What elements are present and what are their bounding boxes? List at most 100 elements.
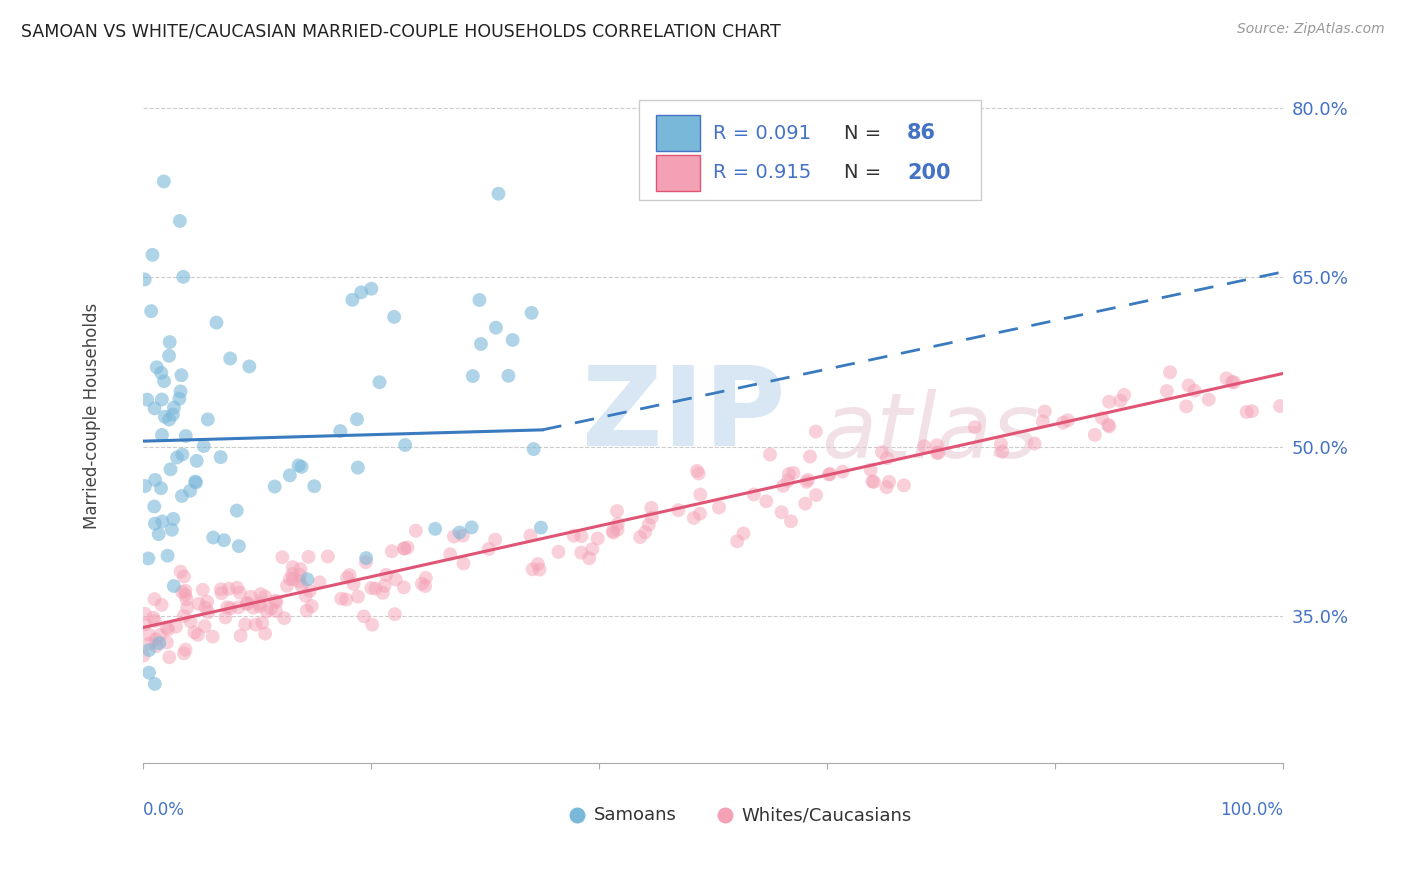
Point bbox=[201, 630, 224, 644]
Point bbox=[264, 593, 287, 607]
Point bbox=[439, 547, 461, 561]
Point bbox=[169, 214, 191, 228]
Point bbox=[141, 248, 163, 262]
Point bbox=[153, 409, 176, 424]
Point bbox=[153, 374, 176, 388]
Point bbox=[214, 610, 236, 624]
Point bbox=[271, 550, 294, 565]
Point bbox=[295, 604, 318, 618]
Point bbox=[162, 408, 184, 422]
Point bbox=[184, 475, 207, 490]
Point bbox=[394, 438, 416, 452]
Point bbox=[339, 568, 361, 582]
Point bbox=[893, 478, 915, 492]
Point bbox=[628, 530, 651, 544]
Point bbox=[132, 648, 155, 663]
Point bbox=[281, 560, 304, 574]
Point bbox=[329, 424, 352, 438]
Point bbox=[219, 351, 242, 366]
Point bbox=[266, 595, 288, 609]
Point bbox=[187, 628, 209, 642]
Point bbox=[925, 438, 948, 452]
Point bbox=[287, 458, 309, 473]
Point bbox=[688, 467, 710, 481]
Text: Married-couple Households: Married-couple Households bbox=[83, 302, 101, 529]
Point bbox=[245, 617, 267, 632]
Point bbox=[273, 611, 295, 625]
Point bbox=[405, 524, 427, 538]
Point bbox=[169, 392, 191, 406]
Point bbox=[150, 366, 173, 380]
Point bbox=[707, 500, 730, 515]
Point bbox=[529, 562, 551, 576]
Point bbox=[523, 442, 546, 456]
Point bbox=[772, 479, 794, 493]
Point bbox=[156, 621, 179, 635]
Point bbox=[242, 600, 264, 615]
Point bbox=[1184, 384, 1206, 398]
Point bbox=[666, 503, 689, 517]
Text: R = 0.915: R = 0.915 bbox=[713, 163, 811, 182]
Point bbox=[818, 467, 841, 481]
Point bbox=[804, 488, 827, 502]
Point bbox=[308, 575, 330, 590]
Point bbox=[212, 533, 235, 548]
Point bbox=[290, 459, 312, 474]
Point bbox=[578, 551, 600, 566]
Point bbox=[1268, 399, 1291, 413]
Point bbox=[172, 269, 194, 284]
Point bbox=[1159, 365, 1181, 379]
Point bbox=[316, 549, 339, 564]
Point bbox=[138, 665, 160, 680]
Point bbox=[925, 446, 948, 460]
Point bbox=[141, 304, 163, 318]
Point bbox=[382, 310, 405, 324]
Point bbox=[281, 572, 304, 586]
Point bbox=[1084, 428, 1107, 442]
Point bbox=[150, 428, 173, 442]
Text: Whites/Caucasians: Whites/Caucasians bbox=[742, 806, 912, 824]
Point bbox=[150, 598, 173, 612]
Point bbox=[392, 541, 415, 556]
Point bbox=[797, 473, 820, 487]
Point bbox=[780, 514, 803, 528]
Point bbox=[143, 473, 166, 487]
Point bbox=[831, 465, 853, 479]
Point bbox=[179, 483, 201, 498]
Point bbox=[169, 384, 191, 399]
Point bbox=[150, 392, 173, 407]
FancyBboxPatch shape bbox=[657, 154, 700, 191]
Point bbox=[502, 333, 524, 347]
Point bbox=[290, 568, 312, 582]
Point bbox=[162, 512, 184, 526]
Point bbox=[145, 639, 167, 653]
Point bbox=[252, 615, 274, 630]
Point bbox=[134, 617, 156, 632]
Point bbox=[134, 272, 156, 286]
Point bbox=[218, 582, 240, 596]
Point bbox=[991, 444, 1014, 458]
Point bbox=[1240, 404, 1263, 418]
Point bbox=[876, 480, 898, 494]
Point bbox=[1024, 436, 1046, 450]
Point bbox=[145, 632, 167, 647]
Point bbox=[569, 546, 592, 560]
Point bbox=[562, 529, 585, 543]
Point bbox=[254, 590, 277, 604]
Point bbox=[381, 544, 404, 558]
Text: atlas: atlas bbox=[821, 389, 1039, 477]
Point bbox=[350, 285, 373, 300]
Point bbox=[1220, 375, 1243, 389]
Point bbox=[742, 487, 765, 501]
Point bbox=[149, 628, 172, 642]
Point bbox=[142, 611, 165, 625]
Point bbox=[143, 401, 166, 416]
Point bbox=[776, 474, 799, 488]
Point bbox=[990, 437, 1012, 451]
Point bbox=[134, 479, 156, 493]
Point bbox=[173, 609, 195, 624]
Point bbox=[733, 526, 755, 541]
Point bbox=[485, 320, 508, 334]
Point bbox=[689, 487, 711, 501]
Point bbox=[228, 539, 250, 553]
